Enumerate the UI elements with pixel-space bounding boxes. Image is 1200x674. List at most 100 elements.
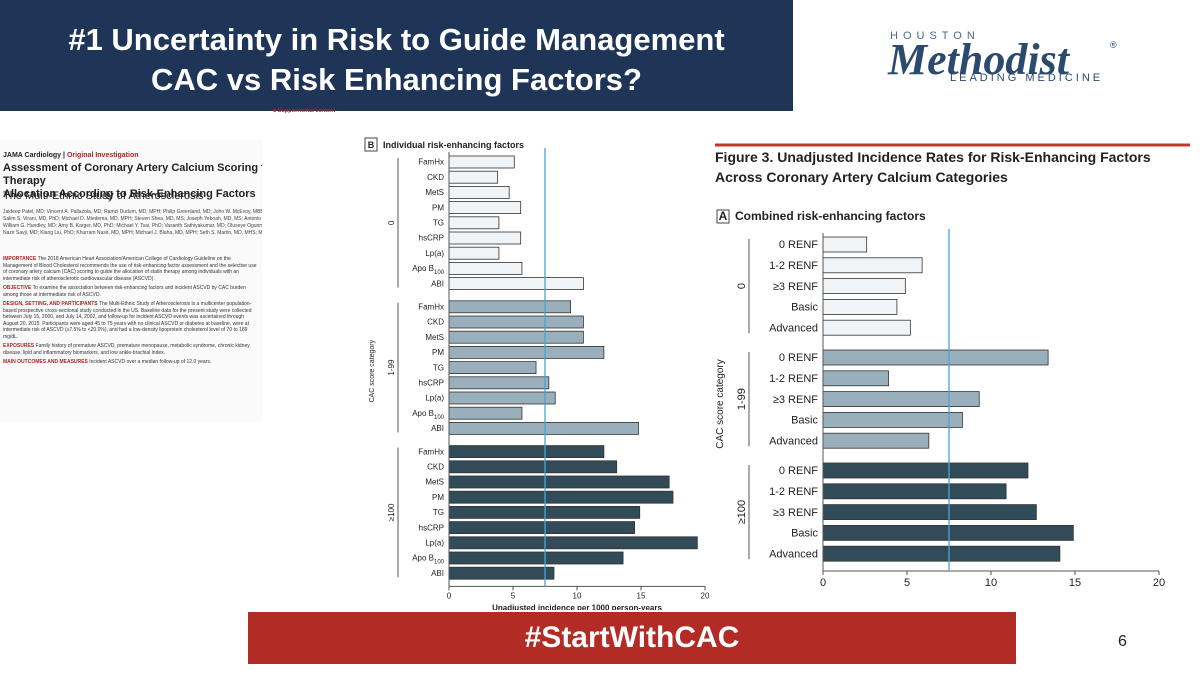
x-tick-label: 15 <box>1069 577 1081 589</box>
article-authors: Jaideep Patel, MD; Vincent A. Pallazola,… <box>3 209 262 236</box>
category-label: PM <box>432 493 444 502</box>
bar <box>822 319 911 336</box>
chart-a-svg: Figure 3. Unadjusted Incidence Rates for… <box>715 143 1190 604</box>
bar <box>822 391 980 408</box>
category-label: FamHx <box>418 447 444 456</box>
x-tick-label: 10 <box>573 591 582 600</box>
category-label: CKD <box>427 318 444 327</box>
category-label: Basic <box>791 528 818 540</box>
x-tick-label: 0 <box>447 591 452 600</box>
category-label: ≥3 RENF <box>773 281 818 293</box>
category-label: ≥3 RENF <box>773 394 818 406</box>
abstract-label: EXPOSURES <box>3 343 35 349</box>
bar <box>822 411 963 428</box>
group-label: ≥100 <box>387 503 396 521</box>
chart-combined-factors: Figure 3. Unadjusted Incidence Rates for… <box>705 140 1200 604</box>
hashtag-banner: #StartWithCAC <box>248 612 1016 664</box>
bar <box>448 566 555 580</box>
bar <box>448 490 674 504</box>
bar <box>448 551 624 565</box>
abstract-section: IMPORTANCE The 2018 American Heart Assoc… <box>3 256 258 282</box>
category-label: Advanced <box>769 435 818 447</box>
page-number: 6 <box>1118 633 1127 650</box>
supplemental-label: Supplemental content <box>277 108 336 114</box>
group-label: 1-99 <box>736 388 748 410</box>
journal-separator: | <box>61 152 67 159</box>
journal-line: JAMA Cardiology | Original Investigation <box>3 152 139 159</box>
bar <box>448 376 550 390</box>
journal-name: JAMA Cardiology <box>3 152 62 159</box>
abstract-label: MAIN OUTCOMES AND MEASURES <box>3 359 88 365</box>
slide-title-line-2: CAC vs Risk Enhancing Factors? <box>151 62 642 97</box>
category-label: Apo B100 <box>412 264 444 276</box>
category-label: FamHx <box>418 158 444 167</box>
group-label: 1-99 <box>387 359 396 376</box>
category-label: hsCRP <box>419 523 444 532</box>
abstract-text: To examine the association between risk-… <box>3 285 246 298</box>
category-label: FamHx <box>418 302 444 311</box>
x-tick-label: 5 <box>511 591 516 600</box>
figure-title-line-2: Across Coronary Artery Calcium Categorie… <box>715 169 1008 185</box>
category-label: Advanced <box>769 322 818 334</box>
abstract-section: EXPOSURES Family history of premature AS… <box>3 343 258 356</box>
bar <box>448 406 523 420</box>
panel-title: Individual risk-enhancing factors <box>383 140 524 150</box>
logo-houston-text: HOUSTON <box>890 30 980 42</box>
bar <box>448 445 605 459</box>
bar <box>822 278 906 295</box>
panel-letter: A <box>719 209 728 223</box>
x-tick-label: 15 <box>637 591 646 600</box>
bar <box>448 231 522 245</box>
y-axis-title: CAC score category <box>369 339 376 402</box>
chart-b-svg: B Individual risk-enhancing factors FamHx C… <box>364 137 710 612</box>
panel-title: Combined risk-enhancing factors <box>735 209 926 223</box>
x-axis-title: Unadjusted incidence per 1000 person-yea… <box>492 603 662 610</box>
category-label: Lp(a) <box>425 538 444 547</box>
category-label: TG <box>433 218 444 227</box>
abstract-section: DESIGN, SETTING, AND PARTICIPANTS The Mu… <box>3 301 258 340</box>
bar <box>448 361 537 375</box>
article-type: Original Investigation <box>66 152 139 159</box>
bar <box>448 475 670 489</box>
category-label: Apo B100 <box>412 554 444 566</box>
bar <box>822 504 1037 521</box>
bar <box>448 460 618 474</box>
abstract-section: MAIN OUTCOMES AND MEASURES Incident ASCV… <box>3 359 258 366</box>
registered-mark: ® <box>1110 40 1117 50</box>
bar <box>448 300 571 314</box>
bar <box>448 261 523 275</box>
chart-individual-factors: B Individual risk-enhancing factors FamHx C… <box>360 130 710 612</box>
category-label: PM <box>432 203 444 212</box>
group-label: 0 <box>736 283 748 289</box>
category-label: ABI <box>431 424 444 433</box>
article-abstract: IMPORTANCE The 2018 American Heart Assoc… <box>3 256 258 369</box>
article-subtitle: The Multi-Ethnic Study of Atherosclerosi… <box>3 190 204 202</box>
bar <box>448 170 499 184</box>
panel-letter: B <box>368 140 375 150</box>
category-label: ABI <box>431 569 444 578</box>
x-tick-label: 20 <box>1153 577 1165 589</box>
x-tick-label: 20 <box>701 591 710 600</box>
methodist-logo: Methodist <box>888 35 1069 84</box>
bar <box>822 298 898 315</box>
bar <box>448 277 584 291</box>
bar <box>822 524 1074 541</box>
category-label: CKD <box>427 462 444 471</box>
supplemental-content-link[interactable]: ■ Supplemental content <box>273 108 336 114</box>
logo-panel <box>793 0 1200 111</box>
category-label: Advanced <box>769 548 818 560</box>
bar <box>448 536 698 550</box>
category-label: Basic <box>791 415 818 427</box>
bar <box>822 257 923 274</box>
article-title: Assessment of Coronary Artery Calcium Sc… <box>3 162 262 200</box>
bar <box>822 545 1061 562</box>
bar <box>822 462 1029 479</box>
abstract-text: Family history of premature ASCVD, prema… <box>3 343 250 356</box>
category-label: Lp(a) <box>425 249 444 258</box>
category-label: Lp(a) <box>425 394 444 403</box>
group-label: ≥100 <box>736 500 748 524</box>
bar <box>448 421 639 435</box>
bar <box>822 236 868 253</box>
x-tick-label: 10 <box>985 577 997 589</box>
category-label: ≥3 RENF <box>773 507 818 519</box>
